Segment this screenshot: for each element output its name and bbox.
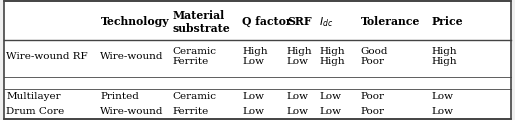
Text: Ferrite: Ferrite bbox=[173, 107, 209, 115]
Text: Material
substrate: Material substrate bbox=[173, 10, 230, 33]
Text: High
Low: High Low bbox=[287, 47, 313, 66]
Text: Good
Poor: Good Poor bbox=[360, 47, 388, 66]
Text: Drum Core: Drum Core bbox=[6, 107, 64, 115]
Text: Q factor: Q factor bbox=[242, 16, 291, 27]
Text: Poor: Poor bbox=[360, 107, 385, 115]
Text: Printed: Printed bbox=[100, 92, 139, 101]
Text: Low: Low bbox=[287, 92, 309, 101]
Text: Tolerance: Tolerance bbox=[360, 16, 420, 27]
Text: Low: Low bbox=[319, 107, 341, 115]
Text: Low: Low bbox=[287, 107, 309, 115]
Text: High
High: High High bbox=[319, 47, 345, 66]
Text: Multilayer: Multilayer bbox=[6, 92, 61, 101]
Text: Ceramic
Ferrite: Ceramic Ferrite bbox=[173, 47, 216, 66]
Text: High
High: High High bbox=[432, 47, 457, 66]
Text: Price: Price bbox=[432, 16, 463, 27]
Text: SRF: SRF bbox=[287, 16, 312, 27]
Text: Low: Low bbox=[432, 107, 454, 115]
Text: Low: Low bbox=[242, 107, 264, 115]
Text: Ceramic: Ceramic bbox=[173, 92, 216, 101]
Text: Low: Low bbox=[242, 92, 264, 101]
Text: Low: Low bbox=[319, 92, 341, 101]
Text: Wire-wound RF: Wire-wound RF bbox=[6, 52, 88, 61]
Text: Wire-wound: Wire-wound bbox=[100, 107, 164, 115]
Text: High
Low: High Low bbox=[242, 47, 268, 66]
Text: Poor: Poor bbox=[360, 92, 385, 101]
Text: Low: Low bbox=[432, 92, 454, 101]
Text: Technology: Technology bbox=[100, 16, 169, 27]
Text: $I_{dc}$: $I_{dc}$ bbox=[319, 15, 333, 29]
FancyBboxPatch shape bbox=[4, 1, 511, 119]
Text: Wire-wound: Wire-wound bbox=[100, 52, 164, 61]
